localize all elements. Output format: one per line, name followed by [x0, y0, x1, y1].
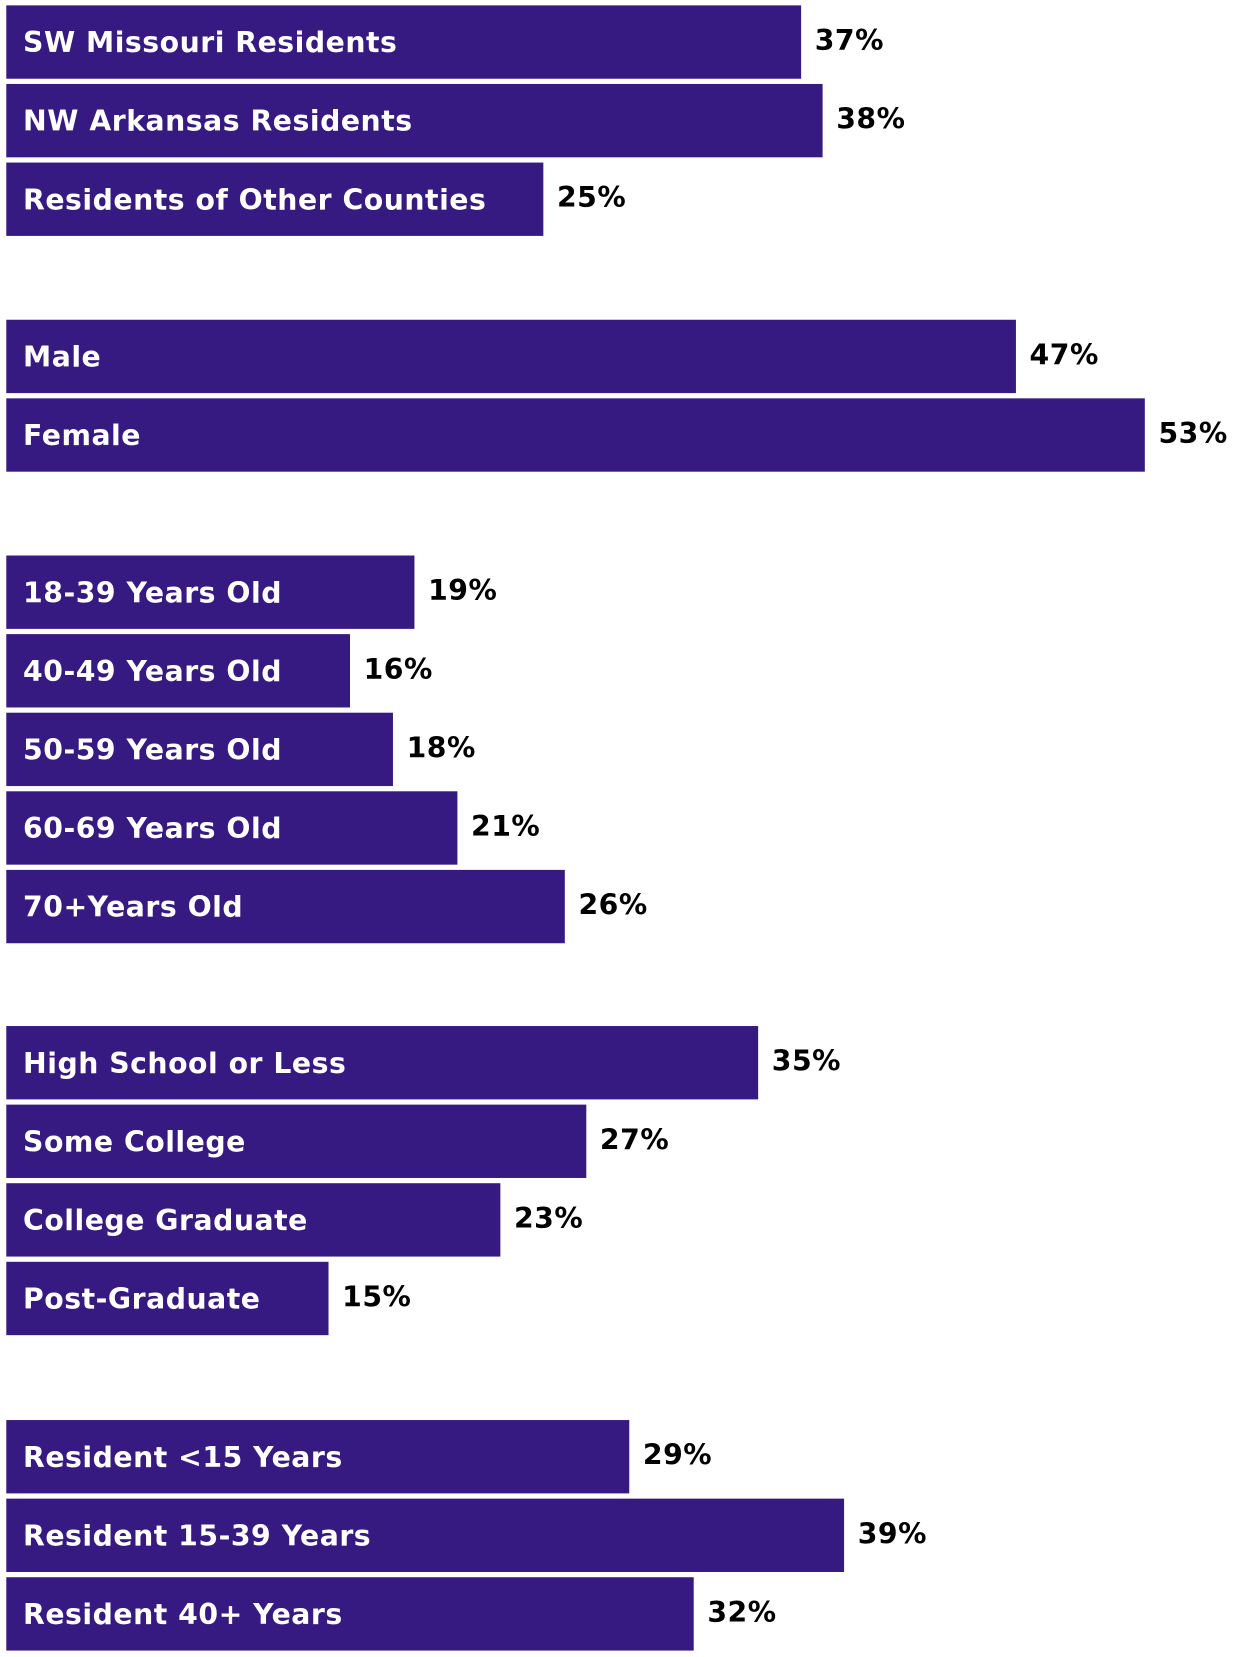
bar-value-label: 25% — [557, 181, 626, 214]
bar-value-label: 39% — [858, 1517, 927, 1550]
bar-category-label: Female — [23, 419, 141, 452]
bar — [6, 1183, 501, 1257]
bar — [6, 555, 415, 629]
bar-value-label: 19% — [428, 574, 497, 607]
bar-value-label: 35% — [772, 1045, 841, 1078]
bar-value-label: 27% — [600, 1123, 669, 1156]
bar-category-label: High School or Less — [23, 1047, 346, 1080]
bar-category-label: College Graduate — [23, 1204, 308, 1237]
bar-value-label: 29% — [643, 1439, 712, 1472]
bar-category-label: Residents of Other Counties — [23, 183, 486, 216]
bar-category-label: NW Arkansas Residents — [23, 105, 413, 138]
bar-category-label: Male — [23, 341, 101, 374]
bar-value-label: 47% — [1030, 338, 1099, 371]
bar-category-label: Resident <15 Years — [23, 1441, 343, 1474]
bar-value-label: 32% — [707, 1596, 776, 1629]
bar-category-label: 60-69 Years Old — [23, 812, 282, 845]
bar-category-label: 40-49 Years Old — [23, 655, 282, 688]
bar — [6, 1577, 694, 1651]
bar-category-label: SW Missouri Residents — [23, 26, 397, 59]
bar — [6, 791, 458, 865]
bar-category-label: Post-Graduate — [23, 1283, 260, 1316]
bar — [6, 1261, 329, 1336]
bar — [6, 83, 823, 158]
bar-category-label: Resident 40+ Years — [23, 1598, 343, 1631]
bar — [6, 1104, 587, 1178]
bar — [6, 1026, 759, 1100]
bar-value-label: 37% — [815, 24, 884, 57]
bar-category-label: 70+Years Old — [23, 891, 243, 924]
bar — [6, 319, 1016, 394]
bar-category-label: 18-39 Years Old — [23, 576, 282, 609]
bar-value-label: 21% — [471, 810, 540, 843]
bar-category-label: 50-59 Years Old — [23, 733, 282, 766]
bar — [6, 869, 565, 944]
bar — [6, 5, 802, 79]
bar — [6, 1498, 845, 1572]
bar-category-label: Some College — [23, 1125, 246, 1158]
bar — [6, 162, 544, 236]
bar — [6, 634, 350, 708]
bar-value-label: 18% — [407, 731, 476, 764]
bar-value-label: 15% — [342, 1280, 411, 1313]
bar-value-label: 23% — [514, 1202, 583, 1235]
bar-value-label: 16% — [364, 653, 433, 686]
bar-value-label: 26% — [578, 889, 647, 922]
bar-value-label: 53% — [1158, 417, 1227, 450]
bar-category-label: Resident 15-39 Years — [23, 1519, 371, 1552]
bar — [6, 1420, 630, 1494]
bar — [6, 712, 393, 787]
bar-value-label: 38% — [836, 103, 905, 136]
bar — [6, 398, 1145, 472]
